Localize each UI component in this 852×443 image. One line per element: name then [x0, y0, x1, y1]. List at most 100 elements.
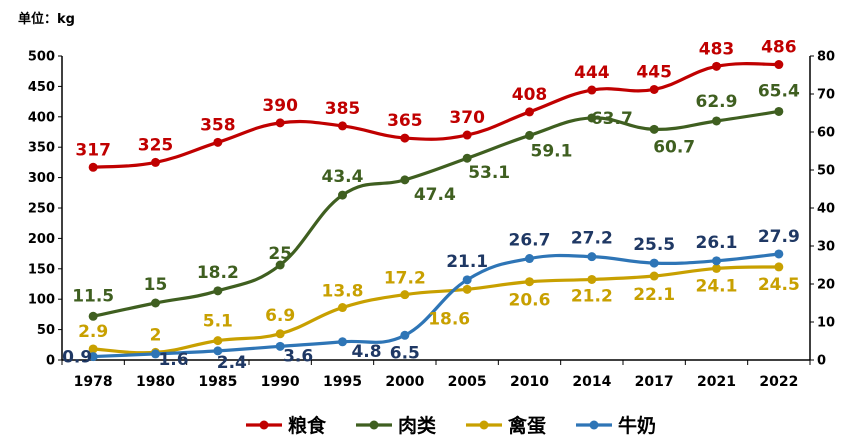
legend-marker-0 — [259, 420, 269, 430]
series-3-data-label: 6.5 — [390, 343, 420, 363]
series-1-data-label: 18.2 — [197, 263, 239, 283]
series-1-data-label: 15 — [144, 275, 168, 295]
series-0-data-label: 445 — [636, 62, 672, 82]
x-tick-label: 2021 — [697, 374, 736, 390]
series-0-data-label: 390 — [262, 96, 298, 116]
left-tick-label: 150 — [28, 262, 55, 277]
legend-marker-2 — [479, 420, 489, 430]
unit-label: 单位：kg — [18, 12, 75, 27]
series-1-point — [213, 286, 223, 296]
series-1-point — [400, 175, 410, 185]
left-tick-label: 200 — [28, 232, 55, 247]
right-tick-label: 50 — [817, 164, 835, 179]
series-1-data-label: 60.7 — [653, 137, 695, 157]
left-tick-label: 50 — [37, 323, 55, 338]
series-0-data-label: 325 — [138, 135, 174, 155]
left-tick-label: 350 — [28, 141, 55, 156]
series-1-data-label: 59.1 — [531, 141, 573, 161]
series-3-data-label: 21.1 — [446, 252, 488, 272]
series-3-data-label: 27.9 — [758, 227, 800, 247]
series-3-point — [213, 346, 223, 356]
data-labels: 317 325 358 390 385 365 370 408 444 445 483 486 11.5… — [62, 38, 800, 373]
series-0-point — [88, 162, 98, 172]
right-tick-label: 80 — [817, 50, 835, 65]
series-1-point — [462, 153, 472, 163]
left-tick-label: 250 — [28, 202, 55, 217]
series-2-data-label: 21.2 — [571, 286, 613, 306]
series-3-point — [525, 254, 534, 264]
series-0-data-label: 358 — [200, 115, 236, 135]
left-tick-label: 400 — [28, 110, 55, 125]
legend-label-3: 牛奶 — [618, 414, 656, 437]
series-2-point — [587, 274, 597, 284]
series-2-data-label: 18.6 — [428, 309, 470, 329]
series-2-data-label: 5.1 — [203, 312, 233, 332]
series-0-point — [587, 85, 597, 95]
series-3-data-label: 3.6 — [283, 346, 313, 366]
series-0-data-label: 370 — [449, 108, 485, 128]
series-1-point — [649, 124, 659, 134]
series-lines — [88, 60, 784, 362]
series-2-point — [338, 303, 347, 313]
left-tick-label: 0 — [46, 354, 55, 369]
legend-label-1: 肉类 — [398, 414, 436, 437]
series-3-point — [400, 330, 410, 340]
right-tick-label: 0 — [817, 354, 826, 369]
series-2-data-label: 17.2 — [384, 269, 426, 289]
series-2-point — [400, 290, 410, 300]
right-tick-label: 60 — [817, 126, 835, 141]
left-tick-label: 100 — [28, 293, 55, 308]
series-1-point — [151, 298, 160, 308]
series-3-data-label: 1.6 — [158, 350, 188, 370]
series-0-data-label: 486 — [761, 38, 797, 58]
series-0-point — [400, 133, 410, 143]
series-3-data-label: 27.2 — [571, 229, 613, 249]
series-2-point — [649, 271, 659, 281]
series-1-data-label: 25 — [268, 244, 292, 264]
series-3-point — [774, 249, 784, 259]
series-0-point — [712, 61, 721, 71]
series-3-point — [649, 258, 659, 268]
axes: 0501001502002503003504004505000102030405… — [28, 50, 835, 391]
series-2-data-label: 22.1 — [633, 285, 675, 305]
right-tick-label: 30 — [817, 240, 835, 255]
series-0-point — [275, 118, 285, 128]
series-3-data-label: 0.9 — [62, 348, 92, 368]
series-0-data-label: 444 — [574, 63, 610, 83]
legend: 粮食 肉类 禽蛋 牛奶 — [246, 414, 656, 437]
x-tick-label: 2022 — [759, 374, 798, 390]
series-1-point — [88, 311, 98, 321]
left-tick-label: 300 — [28, 171, 55, 186]
series-2-data-label: 2.9 — [78, 322, 108, 342]
legend-label-2: 禽蛋 — [507, 414, 546, 437]
series-3-data-label: 26.7 — [509, 231, 551, 251]
x-tick-label: 1990 — [261, 374, 300, 390]
series-0-data-label: 317 — [75, 140, 111, 160]
series-0-data-label: 483 — [699, 39, 735, 59]
series-1-point — [525, 130, 534, 140]
series-1-point — [587, 113, 597, 123]
series-2-point — [712, 263, 721, 273]
right-tick-label: 10 — [817, 316, 835, 331]
series-1-data-label: 53.1 — [468, 163, 510, 183]
series-1-point — [275, 260, 285, 270]
x-tick-label: 2005 — [448, 374, 487, 390]
series-0-data-label: 385 — [325, 99, 361, 119]
x-tick-label: 2014 — [572, 374, 611, 390]
series-0-data-label: 365 — [387, 111, 423, 131]
series-0-point — [462, 130, 472, 140]
series-0-point — [151, 157, 160, 167]
right-tick-label: 70 — [817, 88, 835, 103]
series-3-point — [587, 252, 597, 262]
series-1-data-label: 43.4 — [322, 167, 364, 187]
series-1-data-label: 62.9 — [696, 92, 738, 112]
series-3-point — [151, 349, 160, 359]
series-0-data-label: 408 — [512, 85, 548, 105]
x-tick-label: 1978 — [74, 374, 113, 390]
series-2-point — [275, 329, 285, 339]
series-3-data-label: 2.4 — [217, 353, 247, 373]
series-2-point — [213, 336, 223, 346]
left-tick-label: 450 — [28, 80, 55, 95]
series-3-point — [275, 341, 285, 351]
right-tick-label: 20 — [817, 278, 835, 293]
